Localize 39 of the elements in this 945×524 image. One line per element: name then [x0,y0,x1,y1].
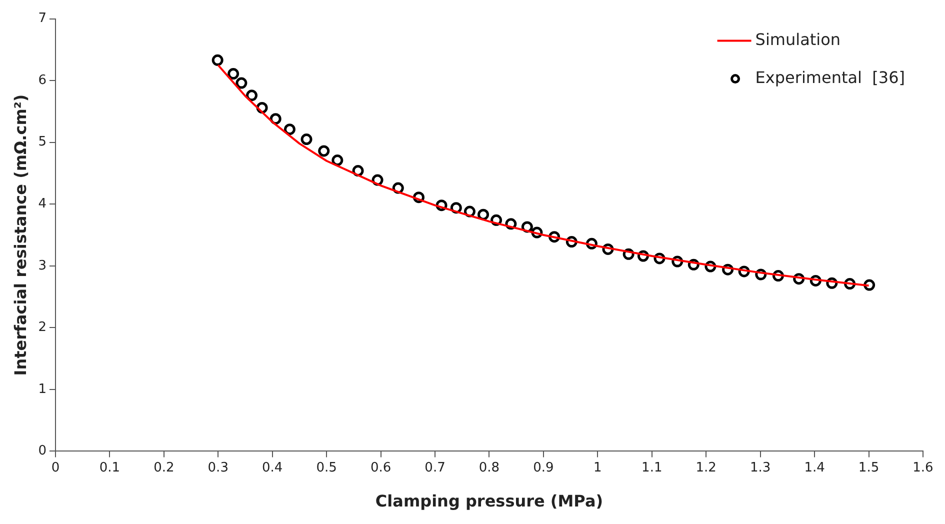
x-tick-label: 1.5 [858,460,880,476]
y-tick-label: 1 [38,382,46,397]
x-tick-label: 0.9 [533,460,554,476]
point [246,90,258,102]
y-tick-label: 3 [38,258,46,274]
x-axis-title: Clamping pressure (MPa) [375,492,604,511]
x-tick-label: 0.5 [316,460,337,476]
y-tick-label: 4 [38,196,46,212]
x-tick-label: 0.4 [262,460,283,476]
point [478,208,490,220]
x-tick-label: 0 [51,460,60,476]
y-tick-label: 7 [38,11,46,26]
x-tick-label: 0.8 [478,460,500,476]
y-tick-label: 6 [38,72,46,88]
y-tick-label: 0 [38,444,46,459]
x-tick-label: 0.7 [424,460,446,476]
x-tick-label: 1 [594,460,602,476]
x-tick-label: 0.1 [99,460,120,476]
x-tick-label: 0.2 [154,460,174,476]
point [228,68,240,80]
x-tick-label: 1.4 [804,460,825,476]
legend-label: Simulation [755,30,841,49]
point [236,77,248,89]
point [212,54,224,66]
point [318,145,330,157]
point [284,124,296,136]
point [332,154,344,166]
x-tick-label: 1.6 [912,460,934,476]
x-tick-label: 0.6 [370,460,392,476]
x-tick-label: 1.2 [696,460,716,476]
point [300,134,312,146]
point [270,113,282,125]
y-axis-title: Interfacial resistance (mΩ.cm²) [10,94,30,376]
legend-label: Experimental [36] [755,68,906,87]
y-tick-label: 2 [38,320,46,336]
y-tick-label: 5 [38,134,46,150]
x-tick-label: 0.3 [208,460,228,476]
x-tick-label: 1.1 [642,460,662,476]
x-tick-label: 1.3 [750,460,771,476]
